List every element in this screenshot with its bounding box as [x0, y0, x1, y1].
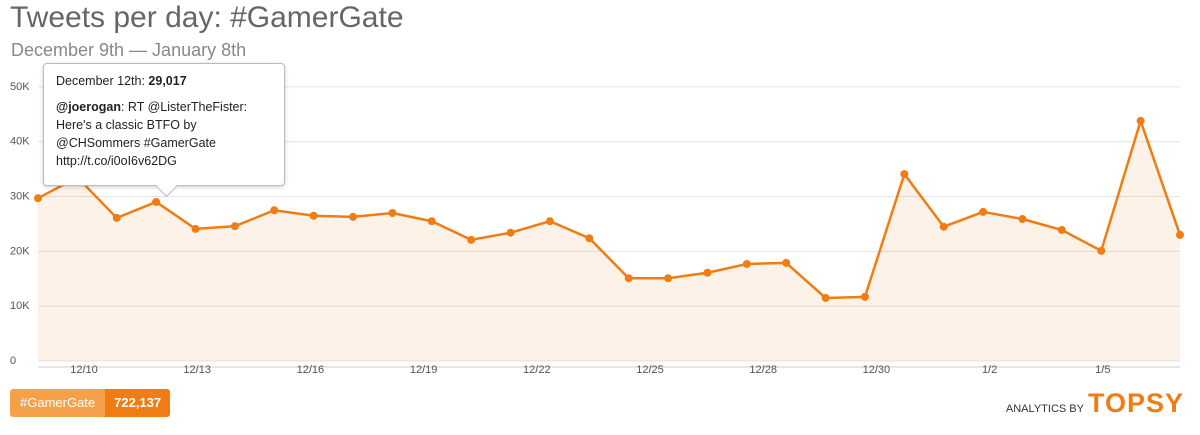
point	[467, 235, 476, 244]
point	[388, 209, 397, 217]
point	[112, 213, 121, 222]
line	[37, 116, 1182, 300]
legend-total: 722,137	[105, 389, 171, 417]
tooltip-value: 29,017	[148, 74, 187, 88]
point	[191, 224, 200, 233]
x-tick-label: 1/5	[1095, 364, 1110, 376]
point	[427, 217, 436, 226]
chart-subtitle: December 9th — January 8th	[11, 40, 246, 60]
tooltip: December 12th: 29,017 @joerogan: RT @Lis…	[43, 63, 285, 198]
x-tick-label: 1/2	[982, 364, 997, 376]
point	[900, 170, 909, 179]
point	[821, 293, 830, 302]
x-tick-label: 12/19	[410, 364, 438, 376]
tooltip-user: @joerogan	[56, 100, 121, 114]
tooltip-text: : RT @ListerTheFister: Here's a classic …	[56, 100, 248, 168]
legend: #GamerGate 722,137	[10, 389, 171, 417]
point	[1018, 215, 1027, 224]
point	[860, 292, 869, 301]
area	[38, 120, 1180, 362]
point	[939, 222, 948, 231]
point	[230, 222, 239, 231]
point	[1097, 246, 1106, 255]
y-tick-label: 40K	[10, 136, 30, 148]
x-tick-label: 12/16	[297, 364, 325, 376]
point	[1057, 225, 1066, 234]
point	[152, 197, 161, 206]
point	[979, 207, 988, 216]
brand-name: TOPSY	[1087, 388, 1184, 418]
x-tick-label: 12/22	[523, 364, 551, 376]
brand-prefix: ANALYTICS BY	[1005, 403, 1084, 415]
point	[703, 268, 712, 277]
y-tick-label: 50K	[10, 81, 30, 93]
chart-title: Tweets per day: #GamerGate	[10, 1, 404, 34]
point	[1136, 116, 1145, 125]
point	[309, 211, 318, 220]
y-tick-label: 10K	[10, 300, 30, 312]
point	[1176, 230, 1184, 239]
branding: ANALYTICS BY TOPSY	[1006, 388, 1184, 419]
point	[742, 259, 751, 268]
point	[782, 258, 791, 267]
point	[545, 217, 554, 226]
y-tick-label: 20K	[10, 245, 30, 257]
point	[349, 212, 358, 221]
point	[664, 274, 673, 283]
x-tick-label: 12/10	[70, 364, 98, 376]
point	[624, 274, 633, 283]
legend-name: #GamerGate	[10, 389, 106, 417]
y-tick-label: 30K	[10, 190, 30, 202]
x-tick-label: 12/13	[183, 364, 211, 376]
y-tick-label: 0	[10, 355, 16, 367]
x-tick-label: 12/25	[636, 364, 664, 376]
point	[270, 206, 279, 215]
tooltip-date: December 12th:	[56, 74, 145, 88]
x-tick-label: 12/28	[749, 364, 777, 376]
point	[34, 194, 42, 203]
point	[585, 234, 594, 243]
point	[506, 228, 515, 237]
x-tick-label: 12/30	[863, 364, 891, 376]
